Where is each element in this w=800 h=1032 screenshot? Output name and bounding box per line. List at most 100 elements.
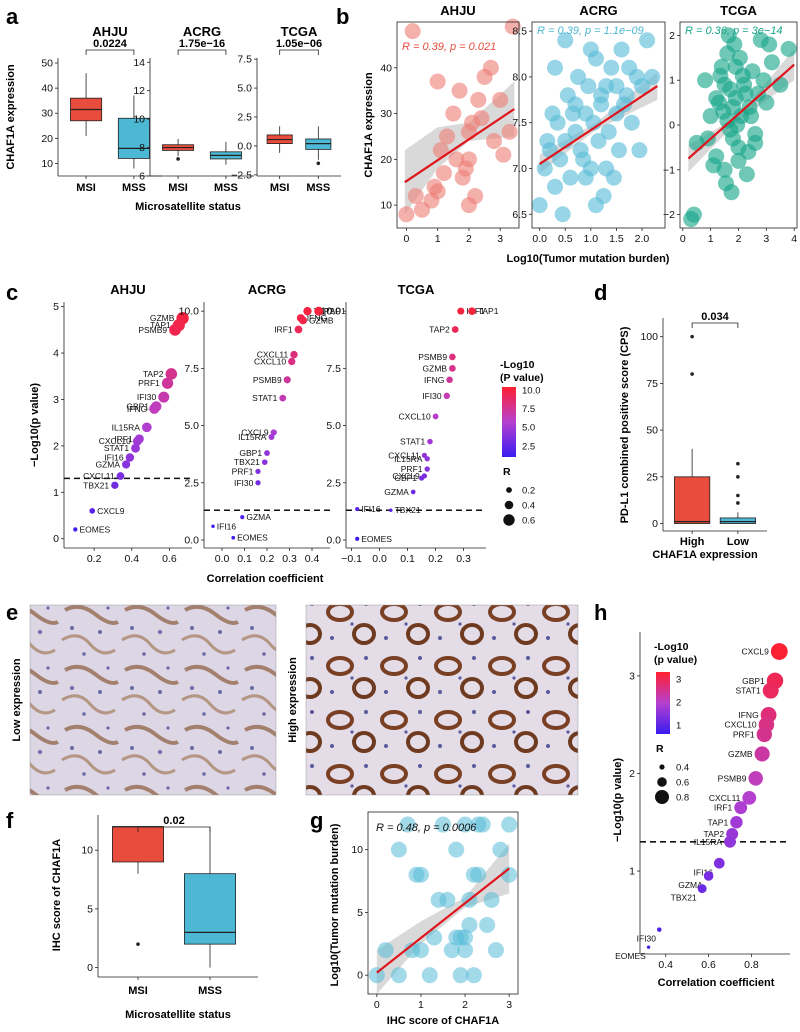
c-tcga-ytick-label-1: 2.5: [326, 477, 341, 489]
c-acrg-xtick-label-3: 0.3: [282, 553, 297, 565]
c-tcga-bubble-3: [449, 353, 456, 361]
h-bubble-6: [754, 746, 770, 762]
h-bubble-2: [762, 682, 779, 699]
b-acrg-stat: R = 0.39, p = 1.1e−09: [537, 25, 644, 37]
panel-label-f: f: [6, 808, 14, 833]
c-acrg-bubble-7: [283, 376, 291, 384]
b-acrg-xtick-label-2: 1.0: [584, 233, 599, 245]
b-tcga-point-36: [755, 72, 772, 89]
b-tcga-stat: R = 0.36, p = 3e−14: [685, 25, 783, 37]
g-ylabel: Log10(Tumor mutation burden): [329, 823, 341, 986]
b-acrg-point-5: [552, 151, 569, 168]
c-acrg-bubble-9: [270, 429, 277, 436]
h-legend-color-tick-0: 3: [676, 674, 681, 685]
a-ahju-group-label-0: MSI: [76, 182, 96, 194]
f-ytick-label-0: 0: [87, 962, 93, 974]
c-tcga-bubble-14: [410, 489, 416, 495]
g-point-18: [479, 916, 496, 933]
b-tcga-point-25: [772, 76, 789, 93]
a-acrg-group-label-1: MSS: [214, 182, 238, 194]
d-ytick-label-1: 25: [646, 471, 658, 483]
c-legend-size-label-0: 0.2: [522, 486, 535, 497]
b-acrg-point-22: [603, 59, 620, 76]
h-legend-color-tick-1: 2: [676, 697, 681, 708]
c-legend-color-tick-2: 5.0: [522, 423, 535, 434]
b-tcga-point-28: [719, 45, 736, 62]
c-legend-size-label-1: 0.4: [522, 501, 535, 512]
b-acrg-xtick-label-0: 0.0: [532, 233, 547, 245]
c-ahju-bubble-12: [125, 453, 135, 462]
c-acrg-bubble-0: [303, 306, 312, 316]
a-ylabel: CHAF1A expression: [5, 64, 17, 170]
b-tcga-point-39: [730, 152, 747, 169]
h-ylabel: −Log10(p value): [612, 758, 624, 842]
b-tcga-fit-line: [687, 63, 795, 160]
g-stat: R = 0.48, p = 0.0006: [376, 822, 477, 834]
b-tcga-point-49: [716, 76, 733, 93]
a-xlabel: Microsatellite status: [135, 201, 241, 213]
c-ahju-ytick-label-3: 3: [53, 394, 59, 406]
b-ahju-point-10: [460, 151, 477, 168]
h-gene-label-11: TAP2: [703, 829, 724, 839]
c-ahju-gene-label-6: GBP1: [126, 401, 149, 411]
h-xlabel: Correlation coefficient: [658, 977, 775, 989]
c-legend-color-title-0: -Log10: [500, 359, 535, 371]
f-ylabel: IHC score of CHAF1A: [51, 839, 63, 952]
b-acrg-point-27: [623, 114, 640, 131]
b-acrg-point-9: [567, 123, 584, 140]
c-acrg-bubble-10: [268, 433, 275, 441]
b-ahju-point-26: [407, 187, 424, 204]
b-ahju-ytick-label-0: 10: [380, 200, 392, 212]
b-ahju-xtick-label-0: 0: [403, 233, 409, 245]
a-acrg-title: ACRG: [183, 24, 221, 39]
h-gene-label-6: GZMB: [728, 749, 753, 759]
c-tcga-gene-label-17: EOMES: [361, 534, 392, 544]
b-ahju-xtick-label-2: 2: [466, 233, 472, 245]
b-ahju-point-5: [435, 165, 452, 182]
c-ahju-gene-label-1: TAP1: [150, 320, 171, 330]
b-acrg-point-46: [608, 78, 625, 95]
g-ci-band: [376, 843, 510, 994]
c-tcga-ytick-label-2: 5.0: [326, 420, 341, 432]
c-ahju-bubble-8: [141, 422, 152, 433]
c-tcga-gene-label-6: IFI30: [422, 391, 442, 401]
c-tcga-bubble-2: [451, 326, 459, 333]
g-point-9: [435, 816, 451, 833]
c-ahju-bubble-3: [165, 368, 178, 380]
g-frame: [367, 811, 519, 995]
c-ahju-gene-label-3: TAP2: [143, 369, 164, 379]
c-ahju-gene-label-12: IFI16: [104, 452, 124, 462]
f-group-label-0: MSI: [128, 985, 148, 997]
c-ahju-gene-label-16: CXCL9: [97, 506, 125, 516]
c-acrg-bubble-4: [294, 325, 303, 334]
b-acrg-frame: [531, 21, 666, 229]
b-acrg-ytick-label-1: 7.0: [512, 163, 527, 175]
b-tcga-point-3: [702, 108, 719, 125]
c-tcga-gene-label-5: IFNG: [424, 375, 444, 385]
c-ahju-bubble-10: [132, 436, 142, 446]
a-acrg-group-label-0: MSI: [168, 182, 188, 194]
c-xlabel: Correlation coefficient: [207, 573, 324, 585]
label-low-expression: Low expression: [11, 658, 23, 741]
h-legend-size-dot-2: [655, 790, 669, 804]
b-ahju-point-7: [451, 82, 468, 99]
c-acrg-gene-label-5: CXCL11: [257, 350, 289, 360]
h-legend-color-tick-2: 1: [676, 720, 681, 731]
h-gene-label-15: TBX21: [671, 893, 697, 903]
b-ahju-point-21: [426, 178, 443, 195]
c-tcga-xtick-label-0: −0.1: [341, 553, 362, 565]
panel-label-a: a: [6, 4, 19, 29]
b-acrg-point-49: [587, 197, 604, 214]
c-ahju-xtick-label-2: 0.6: [162, 553, 177, 565]
c-acrg-gene-label-4: IRF1: [274, 324, 293, 334]
h-bubble-8: [742, 790, 757, 805]
b-tcga-xtick-label-1: 1: [708, 233, 714, 245]
d-group-label-0: High: [680, 536, 705, 548]
c-ahju-gene-label-15: TBX21: [83, 480, 109, 490]
c-acrg-gene-label-14: IFI30: [234, 478, 254, 488]
c-acrg-ytick-label-3: 7.5: [184, 363, 199, 375]
d-low-outlier-2: [736, 475, 740, 479]
b-tcga-ytick-label-0: −2: [663, 209, 675, 221]
h-bubble-5: [756, 726, 772, 743]
c-ahju-title: AHJU: [110, 282, 145, 297]
